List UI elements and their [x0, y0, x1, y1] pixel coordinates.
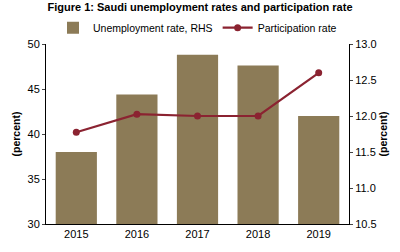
- svg-text:11.5: 11.5: [355, 146, 376, 158]
- svg-text:2018: 2018: [246, 228, 270, 240]
- svg-text:50: 50: [28, 38, 40, 50]
- svg-text:(percent): (percent): [10, 112, 22, 157]
- svg-text:2016: 2016: [125, 228, 149, 240]
- svg-text:11.0: 11.0: [355, 182, 376, 194]
- svg-text:35: 35: [28, 173, 40, 185]
- svg-text:10.5: 10.5: [355, 218, 376, 230]
- svg-text:2019: 2019: [306, 228, 330, 240]
- svg-text:2015: 2015: [64, 228, 88, 240]
- svg-text:45: 45: [28, 83, 40, 95]
- svg-text:40: 40: [28, 128, 40, 140]
- svg-text:2017: 2017: [185, 228, 209, 240]
- svg-text:(percent): (percent): [377, 112, 389, 157]
- svg-text:13.0: 13.0: [355, 38, 376, 50]
- svg-text:Figure 1: Saudi unemployment r: Figure 1: Saudi unemployment rates and p…: [48, 1, 353, 13]
- svg-text:12.5: 12.5: [355, 74, 376, 86]
- svg-text:30: 30: [28, 218, 40, 230]
- svg-text:Unemployment rate, RHS: Unemployment rate, RHS: [93, 22, 213, 34]
- svg-text:Participation rate: Participation rate: [258, 22, 337, 34]
- svg-text:12.0: 12.0: [355, 110, 376, 122]
